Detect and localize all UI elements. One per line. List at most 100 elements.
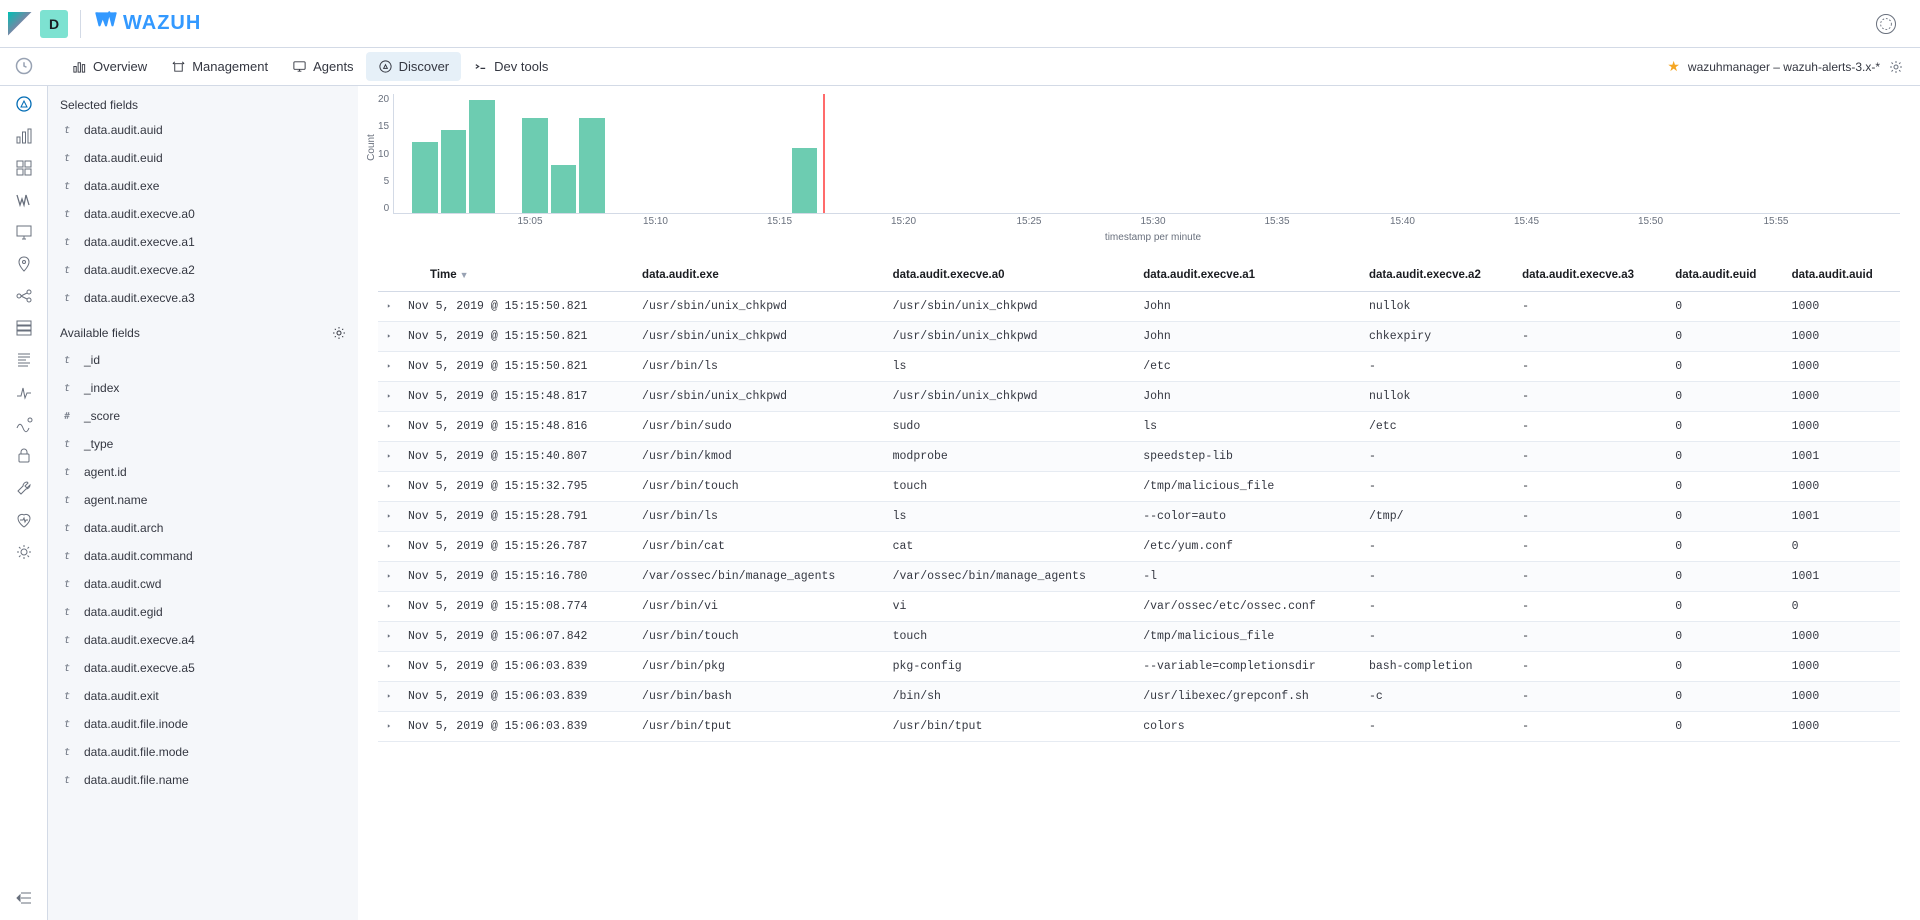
field-item[interactable]: tagent.id — [60, 458, 346, 486]
histogram-bar[interactable] — [551, 165, 577, 213]
table-row[interactable]: Nov 5, 2019 @ 15:06:03.839/usr/bin/tput/… — [378, 712, 1900, 742]
nav-management[interactable]: Management — [159, 52, 280, 81]
histogram-bar[interactable] — [792, 148, 818, 213]
table-row[interactable]: Nov 5, 2019 @ 15:15:50.821/usr/sbin/unix… — [378, 292, 1900, 322]
field-item[interactable]: t_index — [60, 374, 346, 402]
expand-row-icon[interactable] — [378, 292, 400, 322]
rail-management-icon[interactable] — [14, 542, 34, 562]
expand-row-icon[interactable] — [378, 712, 400, 742]
field-item[interactable]: tdata.audit.euid — [60, 144, 346, 172]
rail-dashboard-icon[interactable] — [14, 158, 34, 178]
nav-discover[interactable]: Discover — [366, 52, 462, 81]
histogram-bar[interactable] — [412, 142, 438, 213]
table-cell: - — [1514, 502, 1667, 532]
field-item[interactable]: tdata.audit.execve.a5 — [60, 654, 346, 682]
rail-uptime-icon[interactable] — [14, 414, 34, 434]
table-row[interactable]: Nov 5, 2019 @ 15:15:40.807/usr/bin/kmodm… — [378, 442, 1900, 472]
field-item[interactable]: tdata.audit.execve.a1 — [60, 228, 346, 256]
rail-canvas-icon[interactable] — [14, 222, 34, 242]
expand-row-icon[interactable] — [378, 472, 400, 502]
field-item[interactable]: t_id — [60, 346, 346, 374]
histogram-bar[interactable] — [441, 130, 467, 213]
rail-apm-icon[interactable] — [14, 382, 34, 402]
histogram-bar[interactable] — [469, 100, 495, 213]
histogram-bar[interactable] — [522, 118, 548, 213]
field-item[interactable]: tdata.audit.execve.a4 — [60, 626, 346, 654]
table-row[interactable]: Nov 5, 2019 @ 15:15:16.780/var/ossec/bin… — [378, 562, 1900, 592]
table-row[interactable]: Nov 5, 2019 @ 15:15:48.817/usr/sbin/unix… — [378, 382, 1900, 412]
expand-row-icon[interactable] — [378, 622, 400, 652]
table-row[interactable]: Nov 5, 2019 @ 15:15:50.821/usr/bin/lsls/… — [378, 352, 1900, 382]
expand-row-icon[interactable] — [378, 442, 400, 472]
expand-row-icon[interactable] — [378, 382, 400, 412]
table-row[interactable]: Nov 5, 2019 @ 15:15:50.821/usr/sbin/unix… — [378, 322, 1900, 352]
field-item[interactable]: tdata.audit.execve.a3 — [60, 284, 346, 312]
expand-row-icon[interactable] — [378, 532, 400, 562]
table-row[interactable]: Nov 5, 2019 @ 15:06:03.839/usr/bin/bash/… — [378, 682, 1900, 712]
column-header[interactable]: data.audit.exe — [634, 247, 885, 292]
rail-maps-icon[interactable] — [14, 254, 34, 274]
field-item[interactable]: tdata.audit.auid — [60, 116, 346, 144]
table-row[interactable]: Nov 5, 2019 @ 15:15:08.774/usr/bin/vivi/… — [378, 592, 1900, 622]
expand-row-icon[interactable] — [378, 412, 400, 442]
field-item[interactable]: tagent.name — [60, 486, 346, 514]
column-header[interactable]: data.audit.execve.a0 — [885, 247, 1136, 292]
newsfeed-icon[interactable] — [1876, 14, 1896, 34]
field-item[interactable]: tdata.audit.arch — [60, 514, 346, 542]
wazuh-logo[interactable]: WAZUH — [93, 8, 201, 40]
nav-devtools[interactable]: Dev tools — [461, 52, 560, 81]
table-row[interactable]: Nov 5, 2019 @ 15:15:48.816/usr/bin/sudos… — [378, 412, 1900, 442]
star-icon[interactable]: ★ — [1667, 58, 1680, 75]
table-row[interactable]: Nov 5, 2019 @ 15:15:28.791/usr/bin/lsls-… — [378, 502, 1900, 532]
column-header[interactable]: data.audit.auid — [1784, 247, 1900, 292]
field-item[interactable]: tdata.audit.execve.a0 — [60, 200, 346, 228]
kibana-logo-icon[interactable] — [8, 12, 32, 36]
expand-row-icon[interactable] — [378, 562, 400, 592]
expand-row-icon[interactable] — [378, 352, 400, 382]
chart-plot-area[interactable] — [393, 94, 1900, 214]
table-row[interactable]: Nov 5, 2019 @ 15:06:03.839/usr/bin/pkgpk… — [378, 652, 1900, 682]
field-item[interactable]: t_type — [60, 430, 346, 458]
settings-icon[interactable] — [1888, 59, 1904, 75]
space-badge[interactable]: D — [40, 10, 68, 38]
rail-wazuh-icon[interactable] — [14, 190, 34, 210]
field-item[interactable]: tdata.audit.exe — [60, 172, 346, 200]
table-row[interactable]: Nov 5, 2019 @ 15:06:07.842/usr/bin/touch… — [378, 622, 1900, 652]
field-item[interactable]: tdata.audit.file.mode — [60, 738, 346, 766]
field-item[interactable]: tdata.audit.file.inode — [60, 710, 346, 738]
field-item[interactable]: tdata.audit.file.name — [60, 766, 346, 794]
expand-row-icon[interactable] — [378, 682, 400, 712]
index-pattern-label[interactable]: wazuhmanager – wazuh-alerts-3.x-* — [1688, 60, 1880, 74]
column-header[interactable]: data.audit.execve.a3 — [1514, 247, 1667, 292]
histogram-bar[interactable] — [579, 118, 605, 213]
rail-ml-icon[interactable] — [14, 286, 34, 306]
field-item[interactable]: tdata.audit.command — [60, 542, 346, 570]
column-header[interactable]: data.audit.execve.a1 — [1135, 247, 1361, 292]
rail-devtools-icon[interactable] — [14, 478, 34, 498]
nav-overview[interactable]: Overview — [60, 52, 159, 81]
expand-row-icon[interactable] — [378, 652, 400, 682]
column-header[interactable]: Time▼ — [400, 247, 634, 292]
rail-visualize-icon[interactable] — [14, 126, 34, 146]
table-row[interactable]: Nov 5, 2019 @ 15:15:32.795/usr/bin/touch… — [378, 472, 1900, 502]
field-item[interactable]: tdata.audit.cwd — [60, 570, 346, 598]
rail-infra-icon[interactable] — [14, 318, 34, 338]
expand-row-icon[interactable] — [378, 502, 400, 532]
field-item[interactable]: tdata.audit.egid — [60, 598, 346, 626]
field-item[interactable]: tdata.audit.execve.a2 — [60, 256, 346, 284]
rail-siem-icon[interactable] — [14, 446, 34, 466]
table-row[interactable]: Nov 5, 2019 @ 15:15:26.787/usr/bin/catca… — [378, 532, 1900, 562]
rail-collapse-icon[interactable] — [14, 888, 34, 908]
nav-agents[interactable]: Agents — [280, 52, 365, 81]
expand-row-icon[interactable] — [378, 592, 400, 622]
fields-settings-icon[interactable] — [332, 326, 346, 340]
rail-monitoring-icon[interactable] — [14, 510, 34, 530]
rail-discover-icon[interactable] — [14, 94, 34, 114]
rail-logs-icon[interactable] — [14, 350, 34, 370]
recent-icon[interactable] — [14, 56, 34, 76]
column-header[interactable]: data.audit.euid — [1667, 247, 1783, 292]
field-item[interactable]: tdata.audit.exit — [60, 682, 346, 710]
expand-row-icon[interactable] — [378, 322, 400, 352]
field-item[interactable]: #_score — [60, 402, 346, 430]
column-header[interactable]: data.audit.execve.a2 — [1361, 247, 1514, 292]
